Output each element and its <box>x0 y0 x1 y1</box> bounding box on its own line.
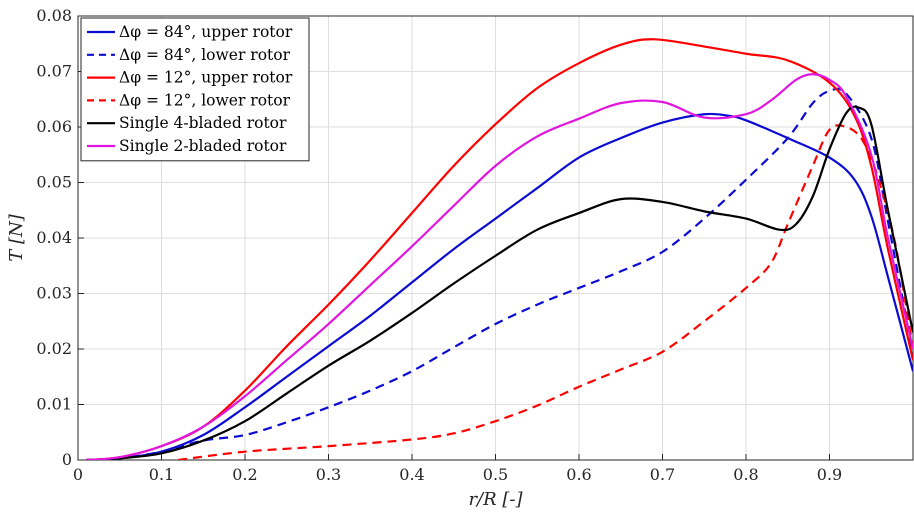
y-tick-label: 0.04 <box>36 228 72 247</box>
x-tick-label: 0.1 <box>149 465 174 484</box>
y-tick-label: 0.05 <box>36 173 72 192</box>
x-tick-label: 0.8 <box>733 465 758 484</box>
legend-box <box>80 17 310 162</box>
x-tick-label: 0.7 <box>650 465 675 484</box>
x-tick-label: 0 <box>73 465 83 484</box>
x-tick-label: 0.6 <box>566 465 591 484</box>
x-axis-ticks: 0 0.1 0.2 0.3 0.4 0.5 0.6 0.7 0.8 0.9 <box>73 454 842 484</box>
y-tick-label: 0.06 <box>36 117 72 136</box>
x-tick-label: 0.5 <box>483 465 508 484</box>
legend-entry: Δφ = 12°, lower rotor <box>119 91 291 109</box>
x-axis-label: r/R [-] <box>468 489 523 510</box>
series-line-1 <box>86 112 913 460</box>
legend-entry: Δφ = 84°, upper rotor <box>119 23 293 41</box>
x-tick-label: 0.9 <box>817 465 842 484</box>
grid-lines <box>78 15 913 460</box>
y-axis-label: T [N] <box>6 213 27 262</box>
legend-entry: Δφ = 12°, upper rotor <box>119 69 293 87</box>
y-tick-label: 0 <box>62 450 72 469</box>
x-tick-label: 0.2 <box>232 465 257 484</box>
x-tick-label: 0.3 <box>316 465 341 484</box>
legend-entry: Single 4-bladed rotor <box>119 114 287 132</box>
series-line-6 <box>86 73 913 460</box>
series-line-5 <box>86 105 913 460</box>
y-tick-label: 0.01 <box>36 395 72 414</box>
y-tick-label: 0.03 <box>36 284 72 303</box>
x-tick-label: 0.4 <box>399 465 424 484</box>
series-layer <box>86 38 913 460</box>
y-axis-ticks: 0 0.01 0.02 0.03 0.04 0.05 0.06 0.07 0.08 <box>36 6 84 469</box>
legend: Δφ = 84°, upper rotor Δφ = 84°, lower rot… <box>80 17 310 162</box>
y-tick-label: 0.07 <box>36 62 72 81</box>
legend-entry: Δφ = 84°, lower rotor <box>119 46 291 64</box>
legend-entry: Single 2-bladed rotor <box>119 137 287 155</box>
y-tick-label: 0.02 <box>36 339 72 358</box>
series-line-4 <box>178 124 913 460</box>
y-tick-label: 0.08 <box>36 6 72 25</box>
